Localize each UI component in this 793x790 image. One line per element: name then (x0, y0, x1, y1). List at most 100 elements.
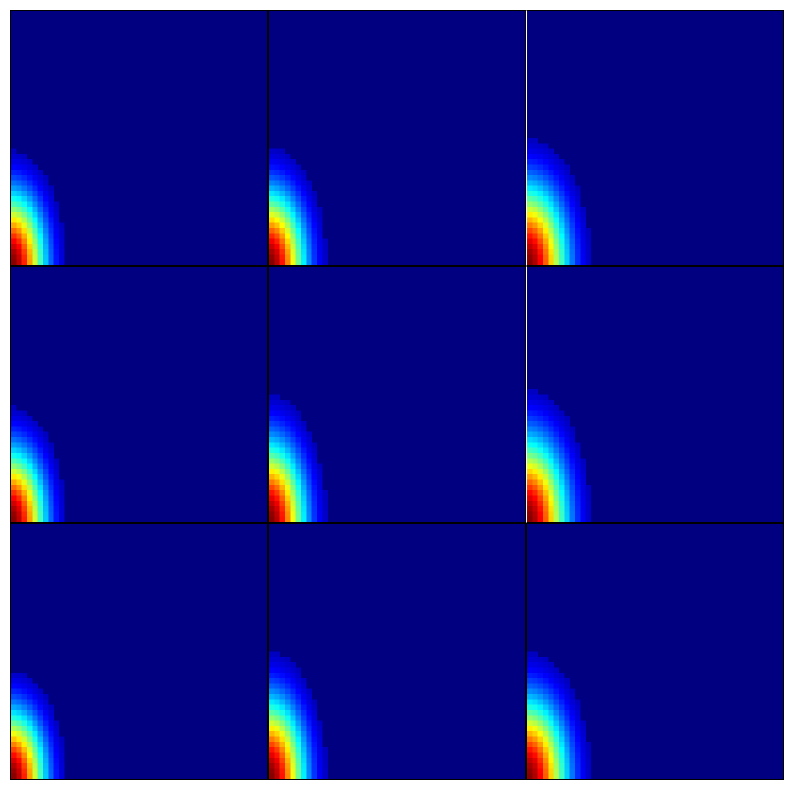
heatmap-cell (32, 516, 38, 522)
heatmap-cell (580, 741, 586, 748)
heatmap-cell (285, 410, 291, 416)
heatmap-cell (59, 511, 65, 517)
heatmap-cell (537, 405, 544, 411)
heatmap-cell (564, 196, 570, 202)
heatmap-cell (322, 254, 328, 260)
heatmap-cell (575, 715, 581, 721)
heatmap-cell (48, 259, 54, 265)
heatmap-cell (48, 447, 54, 454)
heatmap-cell (279, 763, 286, 769)
heatmap-cell (32, 763, 38, 769)
heatmap-cell (27, 511, 33, 517)
heatmap-cell (269, 731, 275, 737)
heatmap-cell (306, 474, 312, 480)
heatmap-cell (301, 249, 307, 255)
heatmap-cell (527, 474, 533, 480)
heatmap-cell (527, 254, 533, 260)
heatmap-cell (290, 185, 296, 192)
heatmap-cell (306, 442, 312, 448)
heatmap-cell (301, 474, 307, 480)
heatmap-cell (548, 731, 554, 737)
heatmap-cell (564, 500, 570, 507)
heatmap-cell (285, 463, 291, 469)
heatmap-cell (585, 741, 592, 748)
heatmap-cell (527, 683, 533, 689)
heatmap-cell (543, 463, 549, 469)
heatmap-cell (48, 752, 54, 758)
heatmap-cell (564, 206, 570, 213)
heatmap-cell (537, 506, 544, 512)
heatmap-cell (37, 442, 44, 448)
heatmap-cell (279, 725, 286, 732)
heatmap-cell (48, 196, 54, 202)
heatmap-cell (21, 159, 28, 165)
heatmap-cell (306, 747, 312, 753)
heatmap-cell (537, 212, 544, 218)
heatmap-cell (32, 731, 38, 737)
heatmap-cell (527, 243, 533, 250)
heatmap-cell (27, 254, 33, 260)
heatmap-cell (285, 715, 291, 721)
heatmap-cell (569, 190, 576, 197)
heatmap-cell (274, 741, 280, 748)
heatmap-cell (27, 243, 33, 250)
heatmap-cell (532, 185, 538, 192)
heatmap-cell (317, 217, 323, 223)
heatmap-cell (580, 511, 586, 517)
heatmap-cell (290, 725, 296, 732)
heatmap-cell (27, 206, 33, 213)
heatmap-cell (27, 725, 33, 732)
heatmap-cell (569, 506, 576, 512)
heatmap-cell (295, 694, 302, 700)
heatmap-cell (575, 442, 581, 448)
heatmap-cell (559, 233, 565, 239)
heatmap-cell (564, 238, 570, 244)
heatmap-cell (311, 757, 318, 764)
heatmap-cell (301, 694, 307, 700)
heatmap-cell (285, 662, 291, 668)
heatmap-cell (569, 212, 576, 218)
heatmap-cell (532, 725, 538, 732)
heatmap-cell (569, 206, 576, 213)
heatmap-cell (306, 437, 312, 443)
heatmap-cell (21, 206, 28, 213)
heatmap-cell (295, 747, 302, 753)
heatmap-svg-5 (269, 267, 525, 522)
heatmap-cell (564, 249, 570, 255)
heatmap-cell (548, 736, 554, 742)
heatmap-cell (527, 399, 533, 406)
heatmap-cell (290, 768, 296, 774)
heatmap-cell (27, 516, 33, 522)
heatmap-cell (43, 222, 49, 229)
heatmap-cell (527, 667, 533, 673)
heatmap-cell (16, 672, 22, 679)
heatmap-cell (48, 185, 54, 192)
heatmap-cell (317, 720, 323, 726)
heatmap-cell (317, 233, 323, 239)
heatmap-cell (32, 683, 38, 689)
heatmap-cell (532, 699, 538, 705)
heatmap-cell (322, 506, 328, 512)
heatmap-cell (285, 421, 291, 427)
heatmap-cell (285, 683, 291, 689)
heatmap-cell (59, 741, 65, 748)
heatmap-cell (11, 683, 17, 689)
heatmap-cell (285, 688, 291, 695)
heatmap-cell (575, 217, 581, 223)
heatmap-cell (575, 222, 581, 229)
heatmap-cell (306, 254, 312, 260)
heatmap-cell (11, 757, 17, 764)
heatmap-cell (48, 704, 54, 711)
heatmap-cell (37, 468, 44, 475)
heatmap-cell (548, 699, 554, 705)
heatmap-cell (553, 468, 560, 475)
heatmap-cell (48, 243, 54, 250)
heatmap-cell (585, 500, 592, 507)
heatmap-cell (575, 185, 581, 192)
heatmap-cell (21, 688, 28, 695)
heatmap-cell (575, 212, 581, 218)
heatmap-cell (279, 238, 286, 244)
heatmap-cell (43, 442, 49, 448)
heatmap-cell (537, 148, 544, 154)
heatmap-cell (532, 243, 538, 250)
